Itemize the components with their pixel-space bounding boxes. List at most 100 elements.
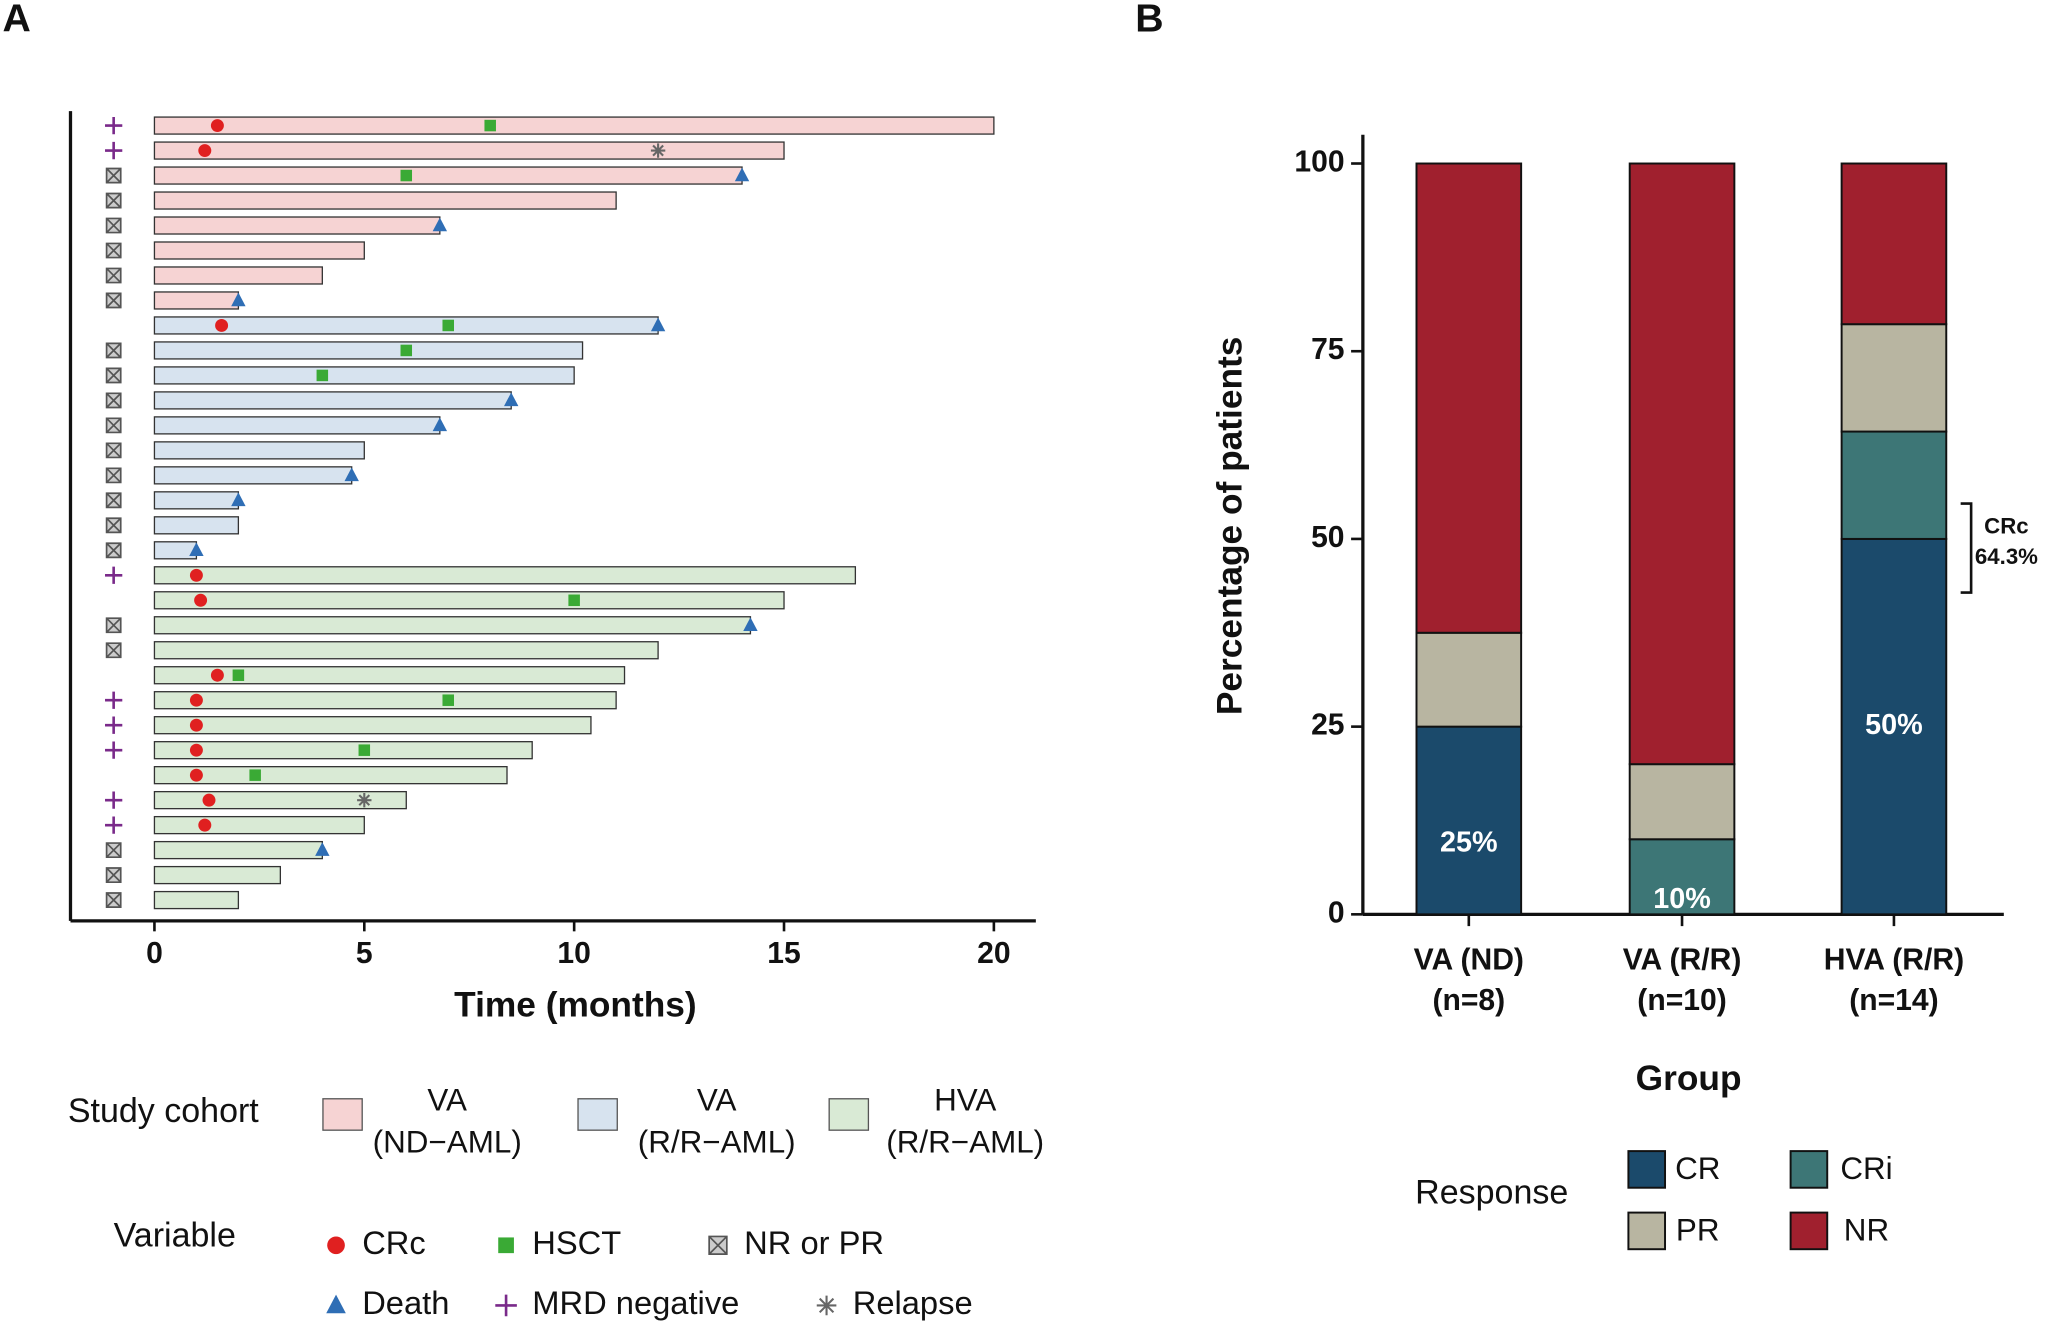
legend-label-box: VA (ND−AML) — [372, 1083, 522, 1161]
x-tick-label: 0 — [146, 937, 163, 970]
marker-nr — [105, 492, 122, 509]
swim-bar — [153, 516, 240, 535]
x-tick-label: 10 — [557, 937, 590, 970]
marker-death — [432, 217, 448, 232]
swim-bar — [153, 766, 508, 785]
y-axis-label: Percentage of patients — [1210, 337, 1249, 716]
x-tick-label: 15 — [767, 937, 800, 970]
swim-bar — [153, 416, 441, 435]
swim-bar — [153, 141, 785, 160]
marker-hsct — [484, 119, 496, 132]
swim-bar — [153, 466, 353, 485]
marker-death — [432, 417, 448, 432]
x-tick-label-box: VA (ND) (n=8) — [1413, 941, 1524, 1017]
swim-bar — [153, 566, 857, 585]
marker-nr — [105, 192, 122, 209]
bar-segment — [1415, 162, 1523, 634]
legend-swatch — [1627, 1211, 1667, 1251]
legend-label: MRD negative — [532, 1284, 739, 1321]
legend-label-box: VA (R/R−AML) — [638, 1083, 796, 1161]
marker-hsct — [316, 369, 329, 382]
bar-segment — [1628, 162, 1736, 766]
marker-mrd — [105, 816, 123, 834]
legend-label-box: HVA (R/R−AML) — [886, 1083, 1045, 1161]
swim-bar — [153, 291, 240, 310]
legend-label: NR — [1844, 1212, 1889, 1247]
marker-death — [231, 492, 246, 507]
swim-bar — [153, 166, 743, 185]
swim-bar — [153, 116, 995, 135]
marker-nr — [105, 892, 122, 908]
swim-bar — [153, 591, 785, 610]
marker-crc — [210, 668, 224, 682]
swim-bar — [153, 790, 407, 810]
bar-segment — [1415, 631, 1523, 728]
marker-nr — [105, 867, 122, 884]
marker-crc — [198, 144, 212, 158]
marker-nr — [105, 342, 122, 359]
swim-bar — [153, 391, 512, 410]
x-tick-label: HVA (R/R) (n=14) — [1823, 941, 1965, 1017]
swim-bar — [153, 316, 659, 335]
x-tick-label: VA (ND) (n=8) — [1413, 941, 1524, 1017]
legend-label: NR or PR — [744, 1224, 884, 1261]
marker-crc — [189, 768, 203, 782]
marker-mrd — [495, 1294, 517, 1317]
legend-label: HVA (R/R−AML) — [886, 1083, 1045, 1161]
panel-label: B — [1135, 0, 1163, 40]
y-tick-label: 50 — [1311, 521, 1344, 554]
legend-label: CR — [1675, 1151, 1720, 1186]
marker-hsct — [442, 694, 454, 706]
x-tick-label: 5 — [356, 937, 373, 970]
legend-label: Death — [362, 1284, 449, 1321]
legend-label: VA (ND−AML) — [372, 1083, 522, 1161]
annotation: CRc 64.3% — [1974, 514, 2038, 569]
marker-crc — [189, 743, 203, 757]
marker-death — [344, 467, 359, 482]
marker-mrd — [105, 566, 123, 584]
marker-nr — [105, 242, 122, 259]
y-tick-label: 0 — [1328, 896, 1345, 929]
marker-crc — [210, 119, 224, 133]
swim-bar — [153, 266, 323, 285]
annotation-box: CRc 64.3% — [1974, 514, 2038, 569]
marker-hsct — [498, 1237, 514, 1254]
x-tick-label: 20 — [977, 937, 1010, 970]
marker-nr — [105, 267, 122, 284]
legend-swatch — [828, 1098, 870, 1131]
legend-swatch — [1627, 1150, 1667, 1189]
swim-bar — [153, 491, 240, 510]
marker-hsct — [232, 669, 245, 681]
swim-bar — [153, 741, 533, 760]
marker-nr — [708, 1235, 728, 1255]
marker-nr — [105, 367, 122, 384]
swim-bar — [153, 815, 365, 835]
y-tick-label: 25 — [1311, 709, 1344, 742]
marker-nr — [105, 542, 122, 559]
legend-label: PR — [1676, 1212, 1720, 1247]
swim-bar — [153, 616, 752, 635]
marker-hsct — [249, 769, 261, 781]
marker-hsct — [400, 169, 413, 182]
value-label: 25% — [1440, 827, 1498, 859]
marker-crc — [198, 818, 212, 832]
marker-mrd — [105, 791, 123, 809]
legend-swatch — [1789, 1150, 1829, 1189]
marker-death — [743, 617, 758, 632]
legend-swatch — [1789, 1211, 1829, 1251]
legend-title: Variable — [114, 1216, 236, 1254]
marker-crc — [189, 568, 203, 582]
marker-mrd — [105, 116, 123, 135]
swim-bar — [153, 441, 365, 460]
marker-mrd — [105, 716, 123, 734]
swim-bar — [153, 840, 323, 860]
x-tick-label-box: HVA (R/R) (n=14) — [1823, 941, 1965, 1017]
marker-mrd — [105, 141, 123, 160]
swim-bar — [153, 191, 617, 210]
legend-label: CRc — [362, 1224, 426, 1261]
marker-hsct — [442, 319, 454, 332]
legend-swatch — [322, 1098, 363, 1131]
marker-crc — [215, 318, 229, 332]
marker-hsct — [358, 744, 371, 756]
swim-bar — [153, 341, 584, 360]
